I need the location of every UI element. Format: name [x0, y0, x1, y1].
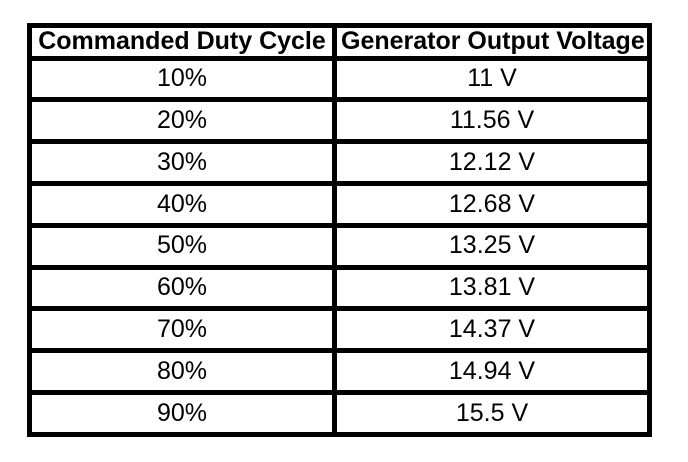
table-row: 80% 14.94 V	[27, 348, 652, 396]
column-header-output-voltage: Generator Output Voltage	[332, 23, 652, 61]
duty-cycle-cell: 10%	[27, 55, 337, 103]
table-row: 90% 15.5 V	[27, 390, 652, 437]
table-row: 50% 13.25 V	[27, 222, 652, 270]
voltage-cell: 13.81 V	[332, 264, 652, 312]
voltage-cell: 15.5 V	[332, 390, 652, 437]
duty-cycle-cell: 40%	[27, 180, 337, 228]
voltage-cell: 12.12 V	[332, 139, 652, 186]
duty-cycle-cell: 70%	[27, 306, 337, 354]
voltage-cell: 12.68 V	[332, 180, 652, 228]
duty-cycle-cell: 30%	[27, 139, 337, 186]
duty-cycle-cell: 50%	[27, 222, 337, 270]
voltage-cell: 14.94 V	[332, 348, 652, 396]
table-header-row: Commanded Duty Cycle Generator Output Vo…	[27, 23, 652, 61]
duty-cycle-cell: 80%	[27, 348, 337, 396]
table-row: 40% 12.68 V	[27, 180, 652, 228]
voltage-cell: 13.25 V	[332, 222, 652, 270]
duty-cycle-cell: 20%	[27, 97, 337, 145]
duty-cycle-voltage-table: Commanded Duty Cycle Generator Output Vo…	[27, 23, 652, 437]
table-row: 70% 14.37 V	[27, 306, 652, 354]
duty-cycle-cell: 60%	[27, 264, 337, 312]
duty-cycle-cell: 90%	[27, 390, 337, 437]
voltage-cell: 11 V	[332, 55, 652, 103]
table-row: 60% 13.81 V	[27, 264, 652, 312]
voltage-cell: 14.37 V	[332, 306, 652, 354]
table-row: 30% 12.12 V	[27, 139, 652, 186]
table-row: 10% 11 V	[27, 55, 652, 103]
voltage-cell: 11.56 V	[332, 97, 652, 145]
table-row: 20% 11.56 V	[27, 97, 652, 145]
column-header-duty-cycle: Commanded Duty Cycle	[27, 23, 337, 61]
